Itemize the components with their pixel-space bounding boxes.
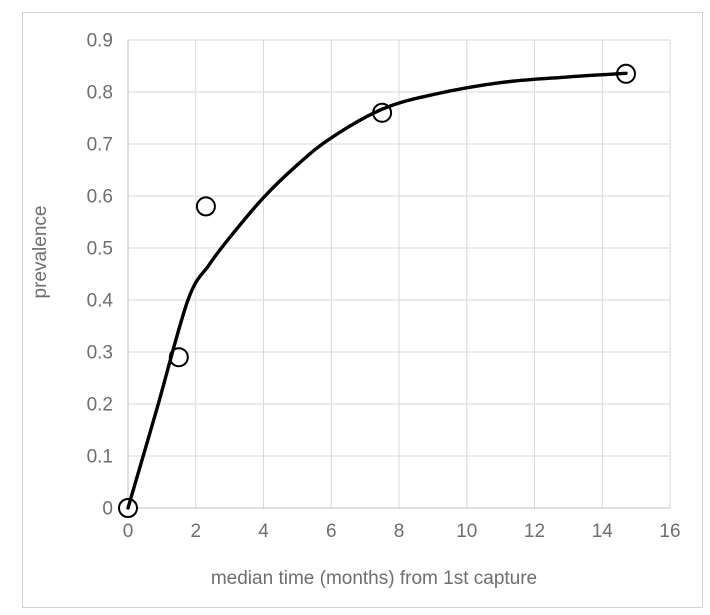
x-tick-label: 2 xyxy=(191,521,202,542)
x-axis-title: median time (months) from 1st capture xyxy=(211,568,537,589)
fitted-curve-group xyxy=(126,71,628,510)
x-tick-label: 0 xyxy=(123,521,134,542)
x-tick-label: 4 xyxy=(258,521,269,542)
y-tick-label: 0.5 xyxy=(87,239,113,260)
axis-lines xyxy=(127,40,670,509)
y-tick-label: 0.7 xyxy=(87,135,113,156)
x-tick-label: 16 xyxy=(659,521,680,542)
y-tick-label: 0.8 xyxy=(87,83,113,104)
x-tick-label: 10 xyxy=(456,521,477,542)
y-tick-label: 0.6 xyxy=(87,187,113,208)
x-tick-labels: 0 2 4 6 8 10 12 14 16 xyxy=(123,521,681,542)
y-tick-label: 0.1 xyxy=(87,447,113,468)
data-point-marker xyxy=(195,196,216,217)
figure-border xyxy=(22,12,703,608)
x-tick-label: 8 xyxy=(394,521,405,542)
y-tick-label: 0.3 xyxy=(87,343,113,364)
data-point-markers xyxy=(118,63,636,518)
y-tick-label: 0.9 xyxy=(87,31,113,52)
y-axis-title: prevalence xyxy=(30,206,51,299)
y-tick-label: 0.2 xyxy=(87,395,113,416)
y-tick-labels: 0 0.1 0.2 0.3 0.4 0.5 0.6 0.7 0.8 0.9 xyxy=(87,31,114,520)
fitted-curve xyxy=(126,71,628,510)
y-tick-label: 0 xyxy=(102,499,113,520)
x-tick-label: 6 xyxy=(326,521,337,542)
x-tick-label: 14 xyxy=(592,521,614,542)
y-tick-label: 0.4 xyxy=(87,291,114,312)
gridlines xyxy=(127,39,671,509)
x-tick-label: 12 xyxy=(524,521,545,542)
